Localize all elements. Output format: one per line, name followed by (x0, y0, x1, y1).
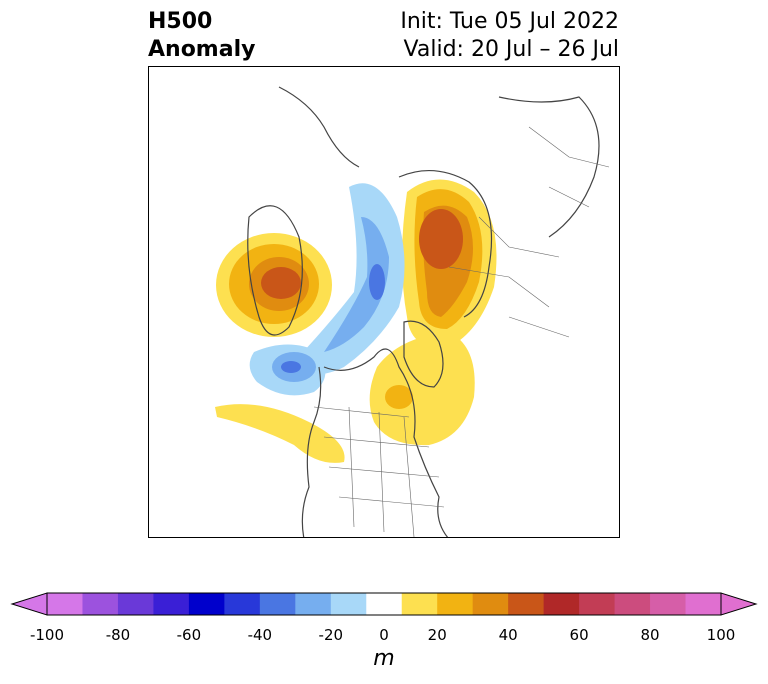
title-line-2: Anomaly (148, 37, 256, 62)
colorbar-tick-label: 80 (640, 626, 660, 644)
colorbar-segment (330, 593, 367, 615)
colorbar-segment (82, 593, 119, 615)
init-date: Init: Tue 05 Jul 2022 (400, 9, 619, 34)
forecast-dates: Init: Tue 05 Jul 2022 Valid: 20 Jul – 26… (400, 8, 619, 64)
colorbar-segment (401, 593, 438, 615)
coastlines (247, 86, 600, 537)
colorbar-segment (437, 593, 474, 615)
colorbar-tick-label: -40 (247, 626, 273, 644)
colorbar-segment (188, 593, 225, 615)
colorbar (10, 592, 758, 616)
colorbar-segment (117, 593, 154, 615)
anomaly-fill-alaska (249, 344, 326, 396)
map-title: H500 Anomaly (148, 8, 255, 64)
anomaly-fill-siberia (216, 233, 332, 337)
colorbar-tick-label: -80 (105, 626, 131, 644)
colorbar-frame (46, 592, 722, 616)
colorbar-tick-label: -20 (318, 626, 344, 644)
colorbar-segment (472, 593, 509, 615)
valid-range: Valid: 20 Jul – 26 Jul (403, 37, 619, 62)
colorbar-segment (508, 593, 545, 615)
colorbar-segment (153, 593, 190, 615)
colorbar-segment (295, 593, 332, 615)
colorbar-segment (259, 593, 296, 615)
anomaly-fill-europe (402, 179, 497, 348)
colorbar-tick-label: 60 (569, 626, 589, 644)
title-line-1: H500 (148, 9, 213, 34)
colorbar-tick-label: 0 (379, 626, 389, 644)
colorbar-tick-label: 100 (706, 626, 736, 644)
colorbar-segment (614, 593, 651, 615)
colorbar-tick-label: -60 (176, 626, 202, 644)
colorbar-segment (224, 593, 261, 615)
colorbar-tick-label: 20 (427, 626, 447, 644)
colorbar-unit-label: m (373, 646, 395, 671)
colorbar-extend-max (720, 592, 758, 616)
colorbar-segment (543, 593, 580, 615)
colorbar-tick-label: -100 (29, 626, 65, 644)
anomaly-map (148, 66, 620, 538)
colorbar-tick-label: 40 (498, 626, 518, 644)
colorbar-extend-min (10, 592, 48, 616)
map-canvas (215, 86, 610, 537)
anomaly-fill-arctic (289, 183, 405, 375)
anomaly-fill-western-us (215, 404, 345, 463)
colorbar-segment (47, 593, 83, 615)
colorbar-segment (366, 593, 403, 615)
colorbar-segment (579, 593, 616, 615)
colorbar-segment (650, 593, 687, 615)
political-borders (313, 126, 610, 537)
colorbar-segment (685, 593, 722, 615)
